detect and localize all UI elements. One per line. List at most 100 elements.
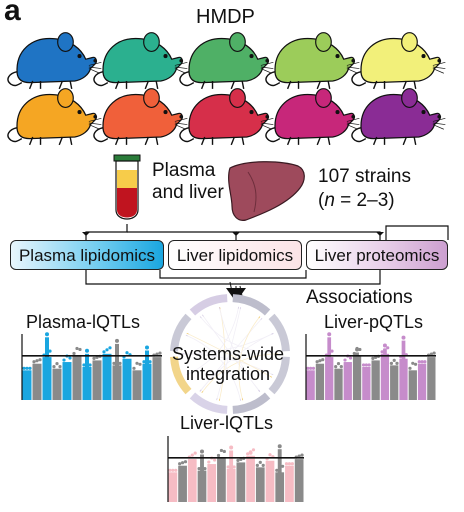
integration-line2: integration [185,364,271,384]
liver-lqtl-peak [277,449,282,502]
liver-lqtl-chromosome-band [207,464,217,502]
liver-lqtl-peak-point [248,450,253,455]
liver-lqtl-peak [229,450,234,502]
liver-lqtl-point [174,468,178,472]
integration-line1: Systems-wide [171,344,285,364]
plasma-lqtl-point [52,365,56,369]
plasma-lqtl-point [138,362,142,366]
liver-lqtl-point [226,465,230,469]
strains-label: 107 strains (n = 2–3) [318,165,411,213]
liver-pqtl-peak [383,348,387,400]
plasma-lqtl-point [92,356,96,360]
plasma-lqtl-chromosome-band [102,353,112,400]
ring-segment [232,294,271,316]
liver-lqtl-chromosome-band [265,460,275,502]
liver-lqtl-point [297,454,301,458]
plasma-layer [117,170,137,188]
plasma-lqtl-peak [145,350,149,400]
replicates-n: n [324,190,335,211]
liver-pqtl-point [348,356,353,360]
plasma-lqtl-chromosome-band [32,363,42,400]
liver-lqtl-point [236,458,240,462]
plasma-lqtl-point [142,360,146,364]
liver-pqtl-point [432,351,436,355]
liver-lqtl-point [281,464,285,468]
liver-lqtl-chromosome-band [236,462,246,502]
liver-pqtl-point [389,361,394,365]
liver-lqtl-point [207,460,211,464]
liver-lqtl-point [261,463,265,467]
liver-pqtl-point [309,366,313,370]
associations-label: Associations [306,287,413,308]
plasma-lqtl-point [35,359,39,363]
liver-lqtl-chromosome-band [168,472,178,502]
liver-lqtl-point [284,462,289,466]
liver-lqtl-point [232,465,236,469]
plasma-lqtl-point [118,361,122,365]
ring-segment [170,356,192,395]
liver-icon [228,161,305,221]
plasma-lqtl-peak [115,343,119,400]
plasma-lqtl-point [58,365,62,369]
sample-label-line1: Plasma [152,160,216,181]
strains-count: 107 strains [318,166,411,187]
liver-pqtl-chromosome-band [334,368,343,400]
liver-pqtl-point [334,365,338,369]
plasma-lqtl-point [48,349,52,353]
plasma-lqtl-chromosome-band [132,370,142,400]
liver-lqtl-chromosome-band [294,459,304,502]
liver-lqtl-peak-point [277,444,282,449]
liver-pqtl-peak [401,340,406,400]
liver-pqtl-point [343,358,347,362]
plasma-lqtl-point [25,366,29,370]
liver-pqtl-point [306,366,310,370]
liver-lqtl-point [203,467,207,471]
plasma-lqtl-peak-point [85,348,89,353]
liver-pqtl-peak-point [355,347,360,352]
liver-pqtl-peak [327,337,332,400]
liver-lqtl-peak [248,455,253,502]
liver-lqtl-point [178,462,182,466]
liver-lqtl-point [213,458,217,462]
plasma-lqtl-point [78,347,82,352]
liver-pqtl-manhattan-plot [305,332,436,400]
liver-pqtl-point [386,346,390,350]
liver-pqtl-chromosome-band [390,365,399,400]
plasma-lqtl-label: Plasma-lQTLs [26,312,141,332]
liver-pqtl-chromosome-band [427,357,436,400]
liver-lqtl-point [287,462,292,466]
diagram-title: HMDP [196,6,255,28]
ring-segment [170,313,192,352]
liver-lqtl-chromosome-band [255,467,265,502]
sample-label-line2: and liver [152,182,224,203]
liver-proteomics-box: Liver proteomics [306,240,448,270]
liver-lqtl-point [290,462,294,466]
blood-tube-icon [113,154,141,220]
plasma-lqtl-point [105,348,109,352]
plasma-lqtl-point [88,363,92,367]
ring-segment [189,294,228,316]
plasma-lqtl-point [155,352,159,356]
liver-pqtl-peak [355,352,359,400]
plasma-lqtl-peak-point [45,332,49,337]
liver-pqtl-label: Liver-pQTLs [324,312,424,332]
liver-lqtl-point [300,453,304,457]
liver-lqtl-chromosome-band [285,465,294,502]
sample-icons [113,154,305,221]
replicates: (n = 2–3) [318,189,411,213]
plasma-lqtl-point [158,351,162,355]
plasma-lqtl-point [55,362,59,366]
plasma-lipidomics-box: Plasma lipidomics [10,240,164,270]
liver-lqtl-point [190,453,194,457]
liver-pqtl-point [336,362,341,366]
liver-pqtl-point [352,351,356,356]
plasma-lqtl-chromosome-band [122,358,132,400]
liver-lqtl-point [255,463,259,467]
liver-pqtl-point [318,359,322,363]
liver-lqtl-peak-point [229,445,234,450]
liver-lqtl-chromosome-band [217,457,226,502]
ring-segment [268,356,290,395]
